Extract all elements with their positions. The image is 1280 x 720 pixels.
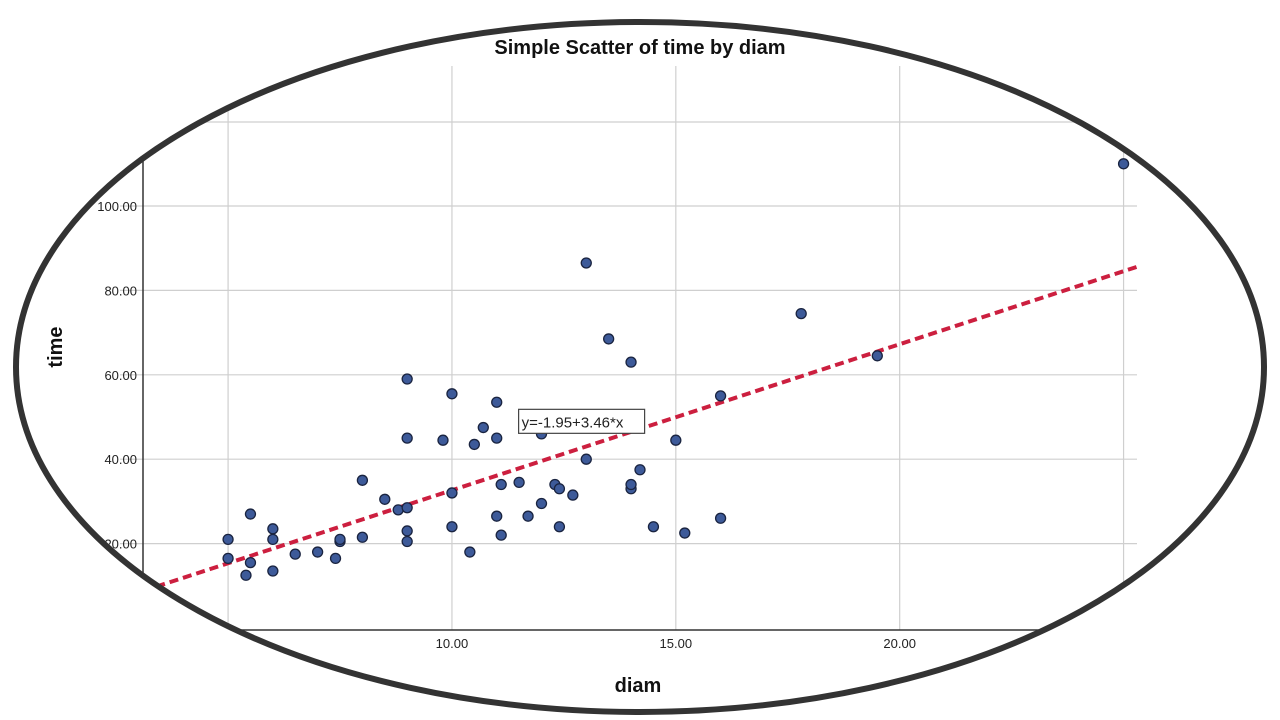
data-point xyxy=(871,350,883,362)
data-point xyxy=(634,464,646,476)
fit-equation-box xyxy=(518,408,646,434)
data-point xyxy=(468,438,480,451)
data-point xyxy=(267,523,279,535)
fit-equation-label-group: y=-1.95+3.46*x xyxy=(518,408,646,434)
data-point xyxy=(222,533,234,546)
axis-frame xyxy=(142,160,1167,631)
data-point xyxy=(535,497,548,510)
data-point xyxy=(567,489,579,501)
data-point xyxy=(379,493,391,505)
data-point xyxy=(311,546,324,558)
data-point xyxy=(401,432,413,444)
x-tick-label: 20.00 xyxy=(883,636,916,651)
y-tick-label: 60.00 xyxy=(104,368,137,383)
data-point xyxy=(477,421,489,434)
y-tick-label: 40.00 xyxy=(104,452,137,467)
data-point xyxy=(553,483,566,495)
data-point xyxy=(491,510,503,522)
chart-title: Simple Scatter of time by diam xyxy=(494,37,785,59)
data-point xyxy=(1117,158,1130,170)
ellipse-border xyxy=(13,19,1267,715)
data-point xyxy=(267,565,279,577)
y-axis-title: time xyxy=(45,326,67,367)
data-point xyxy=(464,546,476,558)
data-point xyxy=(491,432,503,444)
data-point xyxy=(522,510,534,522)
data-point xyxy=(580,257,592,269)
data-point xyxy=(625,478,637,491)
grid-lines xyxy=(120,66,1137,630)
data-point xyxy=(267,533,279,546)
data-point xyxy=(603,333,615,345)
data-point xyxy=(446,487,458,499)
data-point xyxy=(795,307,807,320)
data-point xyxy=(289,548,301,560)
data-point xyxy=(401,535,413,548)
y-tick-label: 100.00 xyxy=(97,199,137,214)
data-point xyxy=(244,508,257,520)
data-point xyxy=(401,525,413,537)
data-point xyxy=(625,356,637,368)
data-point xyxy=(553,521,566,533)
x-axis-title: diam xyxy=(615,675,662,697)
data-point xyxy=(356,531,369,543)
data-point xyxy=(401,502,413,514)
y-tick-label: 80.00 xyxy=(104,283,137,298)
data-point xyxy=(446,388,458,400)
data-point xyxy=(491,396,503,408)
data-point xyxy=(513,476,525,489)
x-tick-label: 10.00 xyxy=(436,636,469,651)
data-point xyxy=(329,552,342,565)
data-point xyxy=(222,552,234,565)
data-point xyxy=(446,521,458,533)
data-point xyxy=(401,373,413,385)
data-point xyxy=(244,556,257,569)
data-point xyxy=(240,569,252,581)
data-point xyxy=(580,453,592,465)
x-tick-label: 15.00 xyxy=(660,636,693,651)
data-point xyxy=(334,533,346,546)
data-point xyxy=(679,527,691,539)
data-point xyxy=(670,434,682,446)
data-point xyxy=(437,434,449,446)
data-point xyxy=(495,478,507,491)
data-point xyxy=(495,529,507,541)
data-point xyxy=(714,512,727,524)
fit-equation-label: y=-1.95+3.46*x xyxy=(522,414,624,431)
data-point xyxy=(714,390,727,402)
data-point xyxy=(356,474,369,486)
data-point xyxy=(647,521,660,533)
